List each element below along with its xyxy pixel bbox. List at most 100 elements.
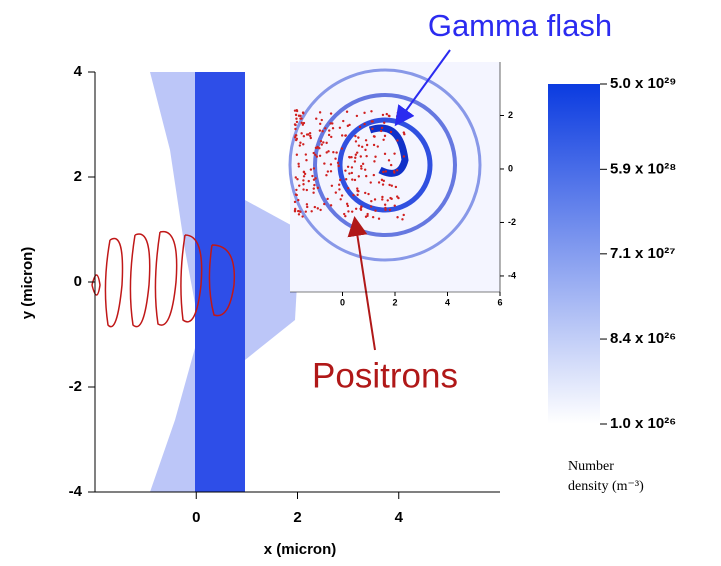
- positron-dot: [356, 189, 359, 192]
- positron-dot: [313, 183, 316, 187]
- positron-dot: [302, 188, 305, 191]
- positron-dot: [294, 127, 297, 131]
- positron-dot: [357, 175, 361, 178]
- positron-dot: [354, 140, 358, 143]
- positron-dot: [350, 156, 353, 159]
- positron-dot: [388, 183, 391, 187]
- positron-dot: [313, 205, 317, 209]
- electron-cloud: [150, 72, 200, 492]
- positron-dot: [364, 148, 367, 152]
- positron-dot: [340, 134, 344, 137]
- positron-dot: [402, 213, 405, 217]
- positron-dot: [325, 151, 328, 154]
- positron-dot: [311, 174, 314, 178]
- positron-dot: [373, 198, 377, 201]
- positron-dot: [344, 214, 347, 218]
- x-tick-label: 4: [395, 509, 404, 526]
- positron-dot: [316, 186, 320, 190]
- inset-frame: [290, 62, 500, 292]
- ring: [313, 93, 457, 237]
- positron-dot: [346, 204, 350, 208]
- positron-dot: [347, 210, 350, 213]
- positron-dot: [344, 169, 347, 172]
- positron-dot: [363, 111, 366, 115]
- positron-dot: [389, 163, 393, 167]
- positron-dot: [295, 153, 299, 156]
- positron-dot: [301, 111, 305, 114]
- positron-dot: [298, 184, 301, 187]
- positron-dot: [371, 120, 374, 123]
- arrow: [394, 49, 451, 127]
- gamma-core: [368, 124, 409, 177]
- positron-dot: [401, 218, 404, 221]
- positron-dot: [383, 134, 387, 138]
- annotation: Positrons: [312, 356, 458, 395]
- positron-dot: [374, 155, 377, 158]
- positron-dot: [383, 203, 387, 206]
- positron-dot: [339, 198, 342, 201]
- y-tick-label: 2: [74, 168, 82, 185]
- positron-dot: [329, 163, 333, 166]
- positron-dot: [305, 203, 309, 206]
- inset-y-tick-label: 0: [508, 163, 513, 173]
- positron-dot: [343, 212, 346, 216]
- positron-dot: [309, 136, 313, 140]
- positron-dot: [351, 178, 354, 181]
- positron-dot: [334, 191, 338, 194]
- ring: [288, 68, 482, 262]
- inset-y-tick-label: -2: [508, 217, 516, 227]
- positron-dot: [319, 122, 322, 126]
- positron-dot: [302, 134, 306, 138]
- positron-dot: [325, 174, 328, 177]
- positron-dot: [337, 183, 341, 186]
- positron-dot: [364, 191, 367, 195]
- positron-dot: [328, 129, 331, 132]
- positron-dot: [312, 187, 315, 190]
- positron-dot: [298, 144, 302, 147]
- positron-dot: [345, 110, 349, 113]
- positron-dot: [295, 188, 298, 192]
- positron-dot: [354, 153, 358, 156]
- positron-dot: [316, 207, 319, 210]
- positron-dot: [346, 165, 350, 168]
- positron-dot: [309, 134, 312, 138]
- positron-dot: [379, 129, 383, 133]
- positron-dot: [402, 131, 406, 134]
- positron-dot: [381, 195, 384, 199]
- positron-dot: [332, 151, 335, 154]
- positron-dot: [329, 122, 332, 125]
- positron-dot: [358, 125, 362, 129]
- positron-dot: [327, 133, 331, 137]
- positron-dot: [380, 178, 384, 182]
- positron-dot: [297, 198, 300, 202]
- positron-dot: [318, 154, 322, 158]
- positron-dot: [297, 213, 301, 216]
- inset-y-tick-label: 2: [508, 110, 513, 120]
- positron-dot: [366, 212, 369, 216]
- positron-dot: [326, 170, 330, 173]
- positron-dot: [345, 202, 349, 206]
- positron-dot: [388, 208, 392, 212]
- positron-dot: [354, 156, 357, 159]
- positron-dot: [364, 139, 368, 142]
- positron-dot: [365, 154, 368, 158]
- positron-dot: [350, 171, 354, 175]
- positron-dot: [382, 170, 385, 174]
- positron-dot: [356, 193, 359, 197]
- positron-dot: [320, 143, 323, 146]
- positron-dot: [329, 112, 333, 115]
- y-axis-label: y (micron): [19, 247, 36, 320]
- colorbar-tick-label: 5.9 x 10²⁸: [610, 160, 676, 177]
- positron-dot: [396, 195, 399, 198]
- inset-x-tick-label: 6: [497, 297, 502, 307]
- positron-dot: [334, 157, 337, 160]
- positron-dot: [323, 202, 326, 206]
- positron-dot: [302, 143, 305, 146]
- positron-dot: [314, 177, 317, 180]
- positron-dot: [299, 114, 302, 118]
- colorbar-title: density (m⁻³): [568, 479, 644, 494]
- positron-dot: [324, 127, 327, 130]
- positron-dot: [381, 198, 384, 201]
- positron-dot: [354, 134, 357, 138]
- positron-dot: [372, 143, 376, 147]
